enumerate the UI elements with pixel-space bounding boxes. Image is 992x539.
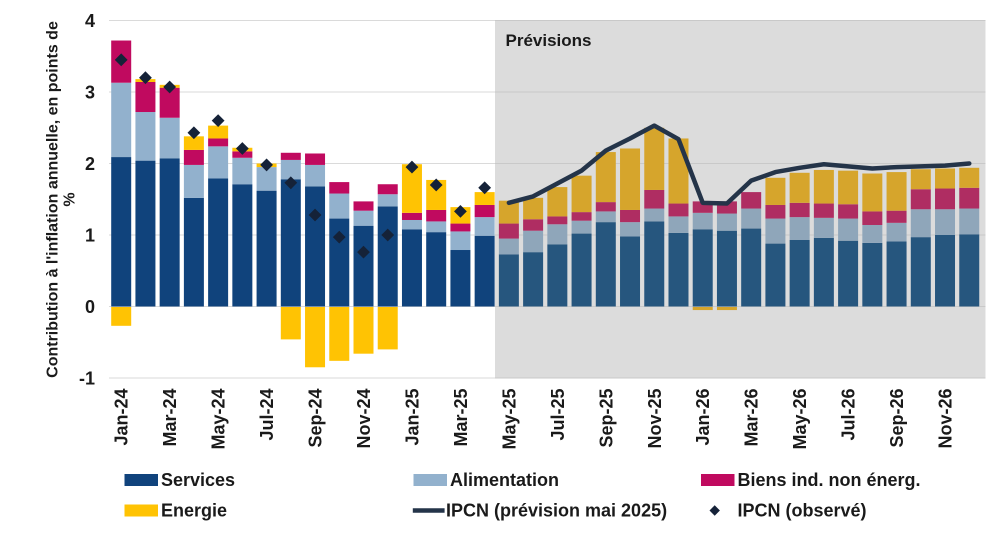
svg-text:Sep-25: Sep-25 [596, 389, 616, 448]
svg-text:Jan-26: Jan-26 [693, 389, 713, 446]
svg-text:Jul-25: Jul-25 [548, 389, 568, 441]
svg-text:2: 2 [85, 154, 95, 174]
svg-text:Mar-26: Mar-26 [742, 389, 762, 447]
svg-text:Prévisions: Prévisions [506, 31, 592, 50]
svg-text:-1: -1 [79, 369, 95, 389]
svg-text:Sep-24: Sep-24 [306, 389, 326, 448]
svg-text:0: 0 [85, 297, 95, 317]
svg-text:3: 3 [85, 83, 95, 103]
svg-text:Jul-24: Jul-24 [257, 389, 277, 441]
svg-text:Jul-26: Jul-26 [839, 389, 859, 441]
svg-text:Alimentation: Alimentation [450, 470, 559, 490]
svg-text:May-26: May-26 [790, 389, 810, 450]
svg-text:IPCN (prévision mai 2025): IPCN (prévision mai 2025) [446, 501, 667, 521]
svg-text:Nov-25: Nov-25 [645, 389, 665, 449]
svg-text:Jan-24: Jan-24 [112, 389, 132, 446]
svg-text:4: 4 [85, 11, 95, 31]
svg-text:Jan-25: Jan-25 [402, 389, 422, 446]
svg-text:%: % [62, 192, 79, 206]
svg-text:1: 1 [85, 226, 95, 246]
svg-text:Sep-26: Sep-26 [887, 389, 907, 448]
svg-text:Nov-24: Nov-24 [354, 389, 374, 449]
svg-text:IPCN (observé): IPCN (observé) [738, 501, 867, 521]
svg-text:Energie: Energie [161, 501, 227, 521]
svg-text:Services: Services [161, 470, 235, 490]
svg-text:May-25: May-25 [499, 389, 519, 450]
svg-text:May-24: May-24 [209, 389, 229, 450]
svg-text:Biens ind. non énerg.: Biens ind. non énerg. [738, 470, 921, 490]
svg-text:Mar-24: Mar-24 [160, 389, 180, 447]
svg-text:Mar-25: Mar-25 [451, 389, 471, 447]
svg-text:Nov-26: Nov-26 [936, 389, 956, 449]
svg-text:Contribution à l'inflation ann: Contribution à l'inflation annuelle, en … [45, 21, 62, 378]
